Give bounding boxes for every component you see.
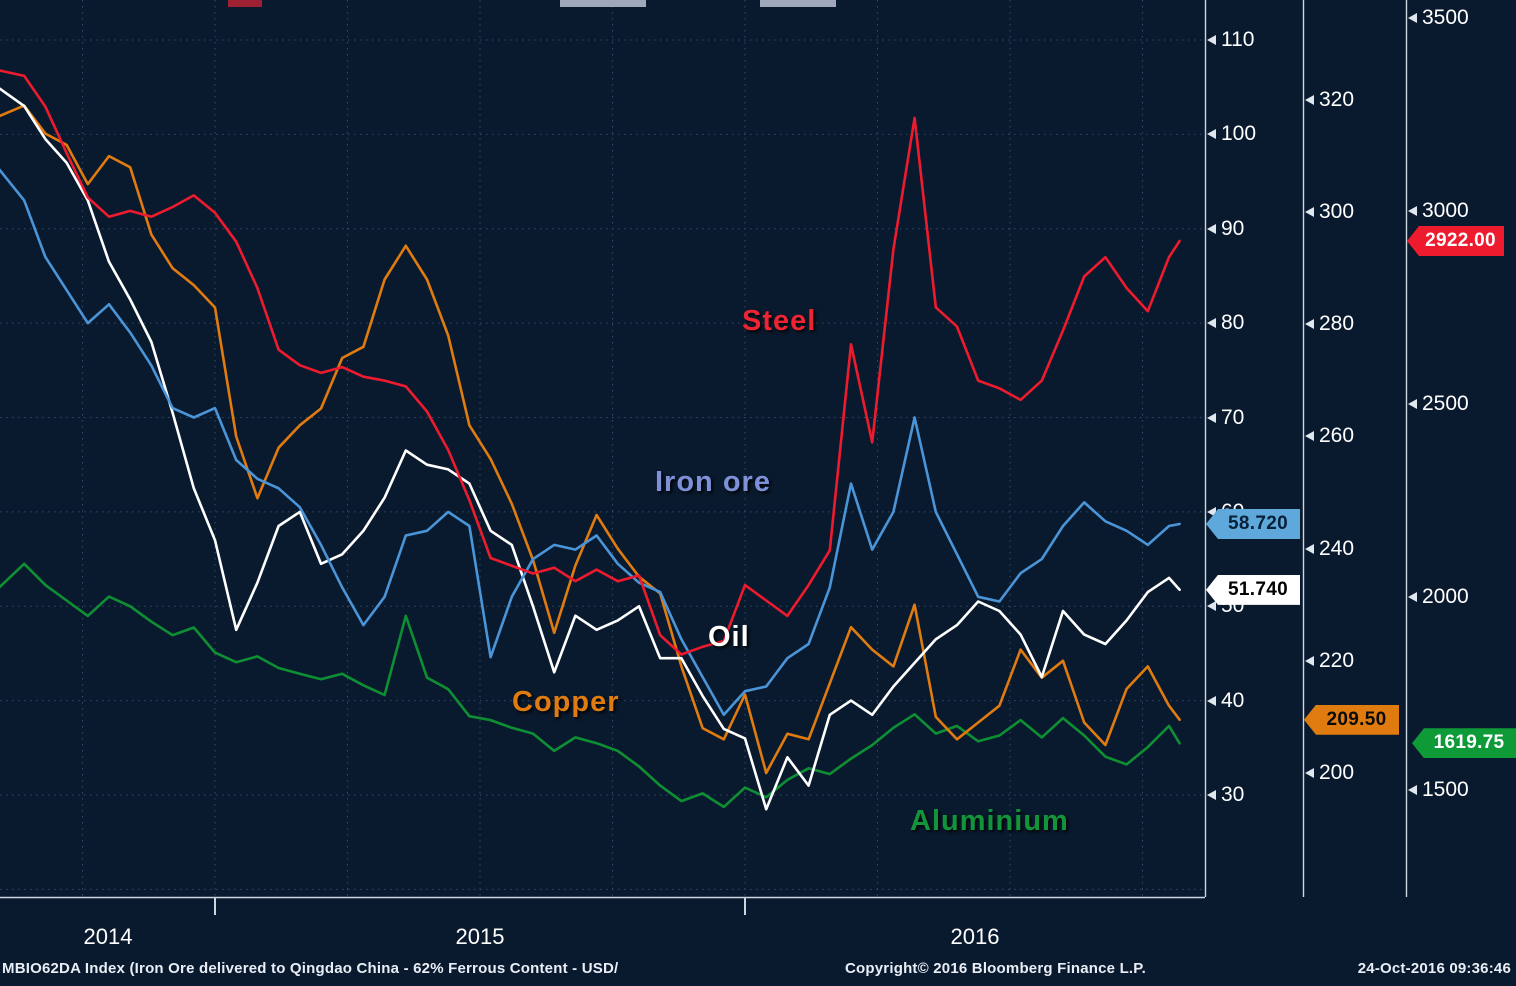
aluminium-line <box>0 562 1181 809</box>
copper-line <box>0 104 1181 775</box>
gridlines <box>0 0 1205 897</box>
footer-copyright: Copyright© 2016 Bloomberg Finance L.P. <box>845 960 1146 977</box>
oil-line <box>0 87 1181 811</box>
clipped-top-text-fragment <box>228 0 262 7</box>
footer-ticker-description: MBIO62DA Index (Iron Ore delivered to Qi… <box>2 960 619 977</box>
clipped-top-text-fragment <box>560 0 646 7</box>
steel-line <box>0 69 1181 656</box>
footer-datetime: 24-Oct-2016 09:36:46 <box>1357 960 1511 977</box>
iron-ore-line <box>0 168 1181 717</box>
clipped-top-text-fragment <box>760 0 836 7</box>
